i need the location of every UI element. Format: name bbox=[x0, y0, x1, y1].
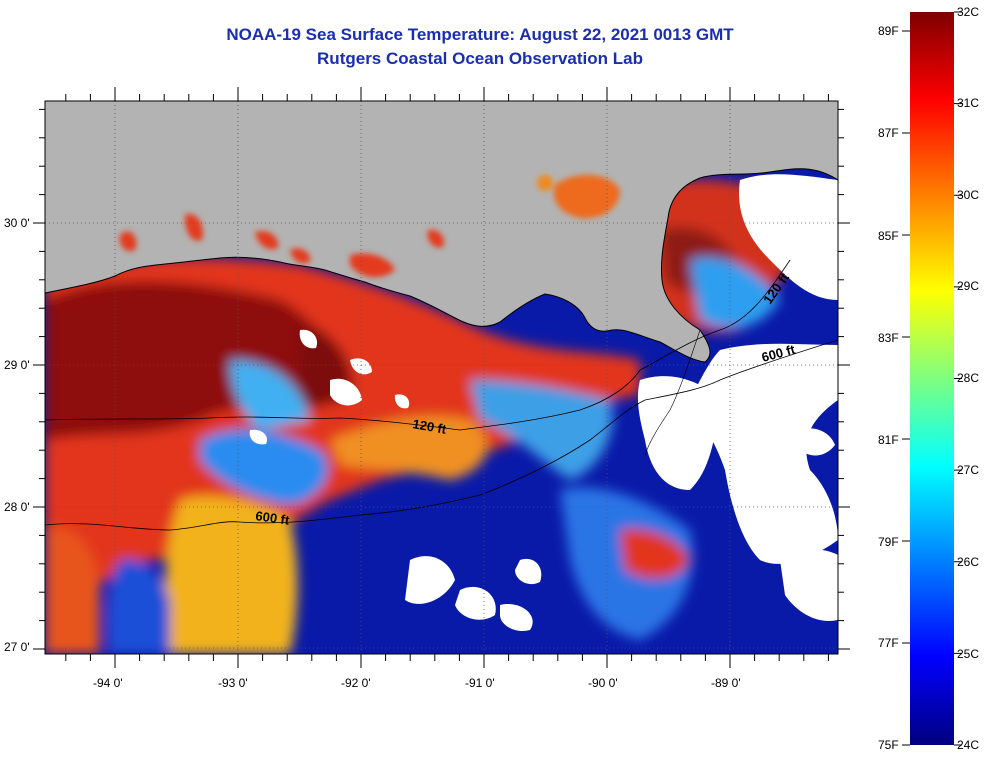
colorbar-f-label: 79F bbox=[878, 535, 899, 549]
colorbar-c-label: 24C bbox=[957, 738, 980, 752]
colorbar-c-label: 32C bbox=[957, 5, 980, 19]
contour-600ft bbox=[45, 339, 838, 531]
colorbar-f-label: 83F bbox=[878, 331, 899, 345]
lon-label-91: -91 0' bbox=[465, 676, 495, 690]
lat-label-29: 29 0' bbox=[4, 358, 30, 372]
map-subtitle: Rutgers Coastal Ocean Observation Lab bbox=[317, 49, 643, 68]
contour-label: 600 ft bbox=[255, 508, 291, 528]
contour-label: 120 ft bbox=[411, 416, 448, 437]
colorbar-f-label: 87F bbox=[878, 126, 899, 140]
map-frame bbox=[44, 100, 839, 655]
colorbar-c-label: 31C bbox=[957, 96, 980, 110]
lat-label-27: 27 0' bbox=[4, 640, 30, 654]
contour-120ft bbox=[45, 369, 641, 431]
colorbar-f-label: 75F bbox=[878, 738, 899, 752]
colorbar-c-label: 28C bbox=[957, 371, 980, 385]
colorbar-f-label: 81F bbox=[878, 433, 899, 447]
colorbar-c-label: 27C bbox=[957, 463, 980, 477]
lat-label-30: 30 0' bbox=[4, 216, 30, 230]
land-mass bbox=[45, 101, 838, 362]
lon-label-92: -92 0' bbox=[341, 676, 371, 690]
cloud-cover bbox=[249, 174, 838, 631]
colorbar-c-label: 29C bbox=[957, 279, 980, 293]
lon-label-93: -93 0' bbox=[218, 676, 248, 690]
colorbar-c-label: 26C bbox=[957, 555, 980, 569]
colorbar-c-label: 25C bbox=[957, 647, 980, 661]
lon-label-89: -89 0' bbox=[711, 676, 741, 690]
colorbar-f-label: 77F bbox=[878, 636, 899, 650]
lon-label-90: -90 0' bbox=[588, 676, 618, 690]
lat-label-28: 28 0' bbox=[4, 500, 30, 514]
lon-label-94: -94 0' bbox=[93, 676, 123, 690]
sst-field: 600 ft 600 ft 120 ft 120 ft bbox=[45, 101, 838, 654]
colorbar-f-label: 89F bbox=[878, 24, 899, 38]
map-title: NOAA-19 Sea Surface Temperature: August … bbox=[226, 25, 734, 44]
colorbar bbox=[910, 12, 954, 745]
colorbar-c-label: 30C bbox=[957, 188, 980, 202]
colorbar-f-label: 85F bbox=[878, 229, 899, 243]
